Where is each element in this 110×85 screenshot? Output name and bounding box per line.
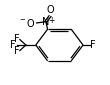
Text: O: O — [46, 5, 54, 15]
Text: +: + — [49, 16, 55, 25]
Text: F: F — [14, 46, 19, 56]
Text: F: F — [90, 40, 96, 50]
Text: $^-$O: $^-$O — [18, 17, 36, 29]
Text: N: N — [42, 17, 50, 27]
Text: F: F — [14, 34, 19, 44]
Text: F: F — [10, 40, 16, 50]
